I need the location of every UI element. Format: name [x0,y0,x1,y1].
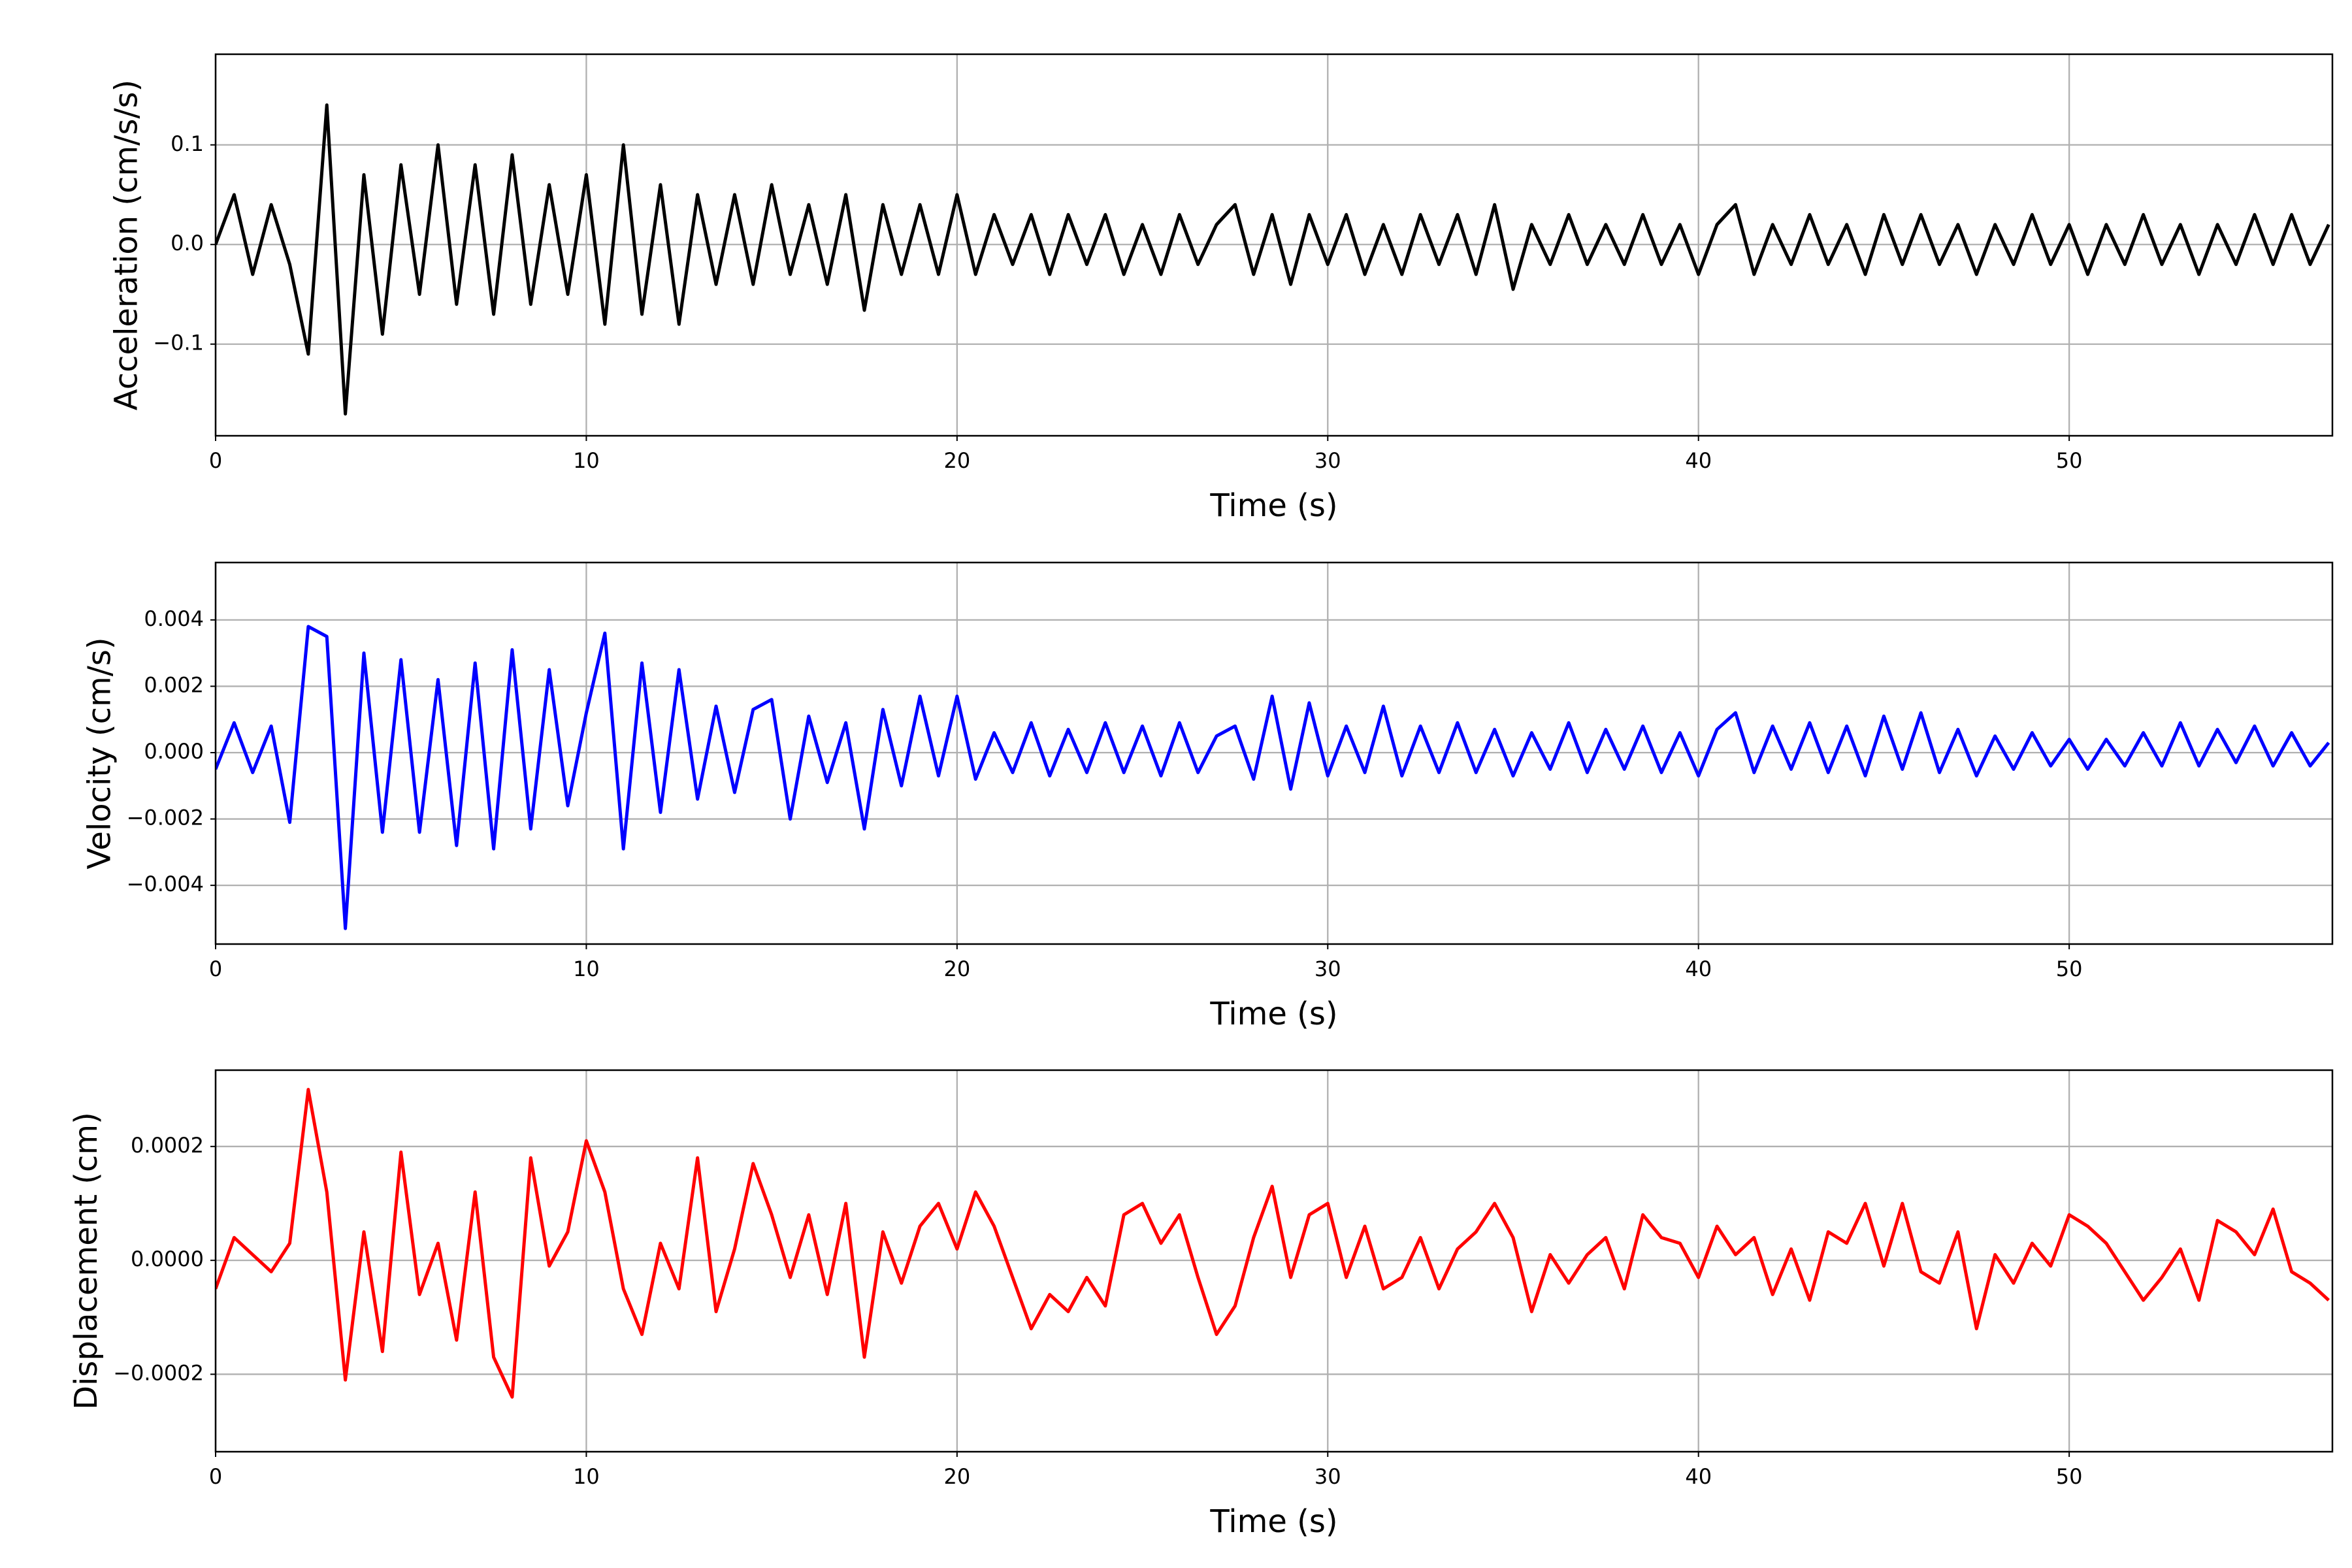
x-axis-label: Time (s) [1209,1503,1337,1540]
x-tick-label: 40 [1685,448,1712,473]
y-tick-label: −0.004 [127,872,204,896]
line-series [216,625,2330,930]
y-axis-label: Displacement (cm) [68,1112,105,1410]
subplot: 0 10 20 30 40 50 −0.004 −0.002 0.000 0.002 0.004 Ti… [82,561,2334,1032]
axes-frame [214,561,2334,945]
axes-frame [214,1069,2334,1453]
x-tick-label: 20 [943,956,970,981]
y-tick-label: 0.0002 [131,1133,204,1158]
y-tick-label: 0.004 [144,606,204,631]
x-tick-label: 30 [1315,956,1341,981]
line-series [216,1088,2330,1399]
y-tick-label: −0.1 [153,331,204,355]
x-tick-label: 0 [209,448,222,473]
x-tick-label: 0 [209,1464,222,1489]
axes-frame [214,53,2334,437]
line-series [216,103,2330,416]
y-tick-label: −0.0002 [113,1360,204,1385]
y-tick-label: 0.002 [144,672,204,697]
x-axis-label: Time (s) [1209,996,1337,1032]
x-tick-label: 0 [209,956,222,981]
subplot: 0 10 20 30 40 50 −0.1 0.0 0.1 Time (s) Acceleratio… [108,53,2334,524]
subplot: 0 10 20 30 40 50 −0.0002 0.0000 0.0002 Time (s) Di… [68,1069,2334,1540]
y-tick-label: −0.002 [127,806,204,830]
y-tick-label: 0.0000 [131,1247,204,1271]
y-tick-label: 0.1 [171,131,204,156]
x-tick-label: 50 [2056,448,2083,473]
x-tick-label: 10 [573,448,600,473]
x-tick-label: 40 [1685,956,1712,981]
y-axis-label: Acceleration (cm/s/s) [108,80,144,410]
x-tick-label: 20 [943,1464,970,1489]
x-tick-label: 20 [943,448,970,473]
x-tick-label: 50 [2056,1464,2083,1489]
y-axis-label: Velocity (cm/s) [82,637,118,869]
y-tick-label: 0.000 [144,739,204,764]
x-tick-label: 50 [2056,956,2083,981]
x-tick-label: 30 [1315,448,1341,473]
x-axis-label: Time (s) [1209,487,1337,524]
x-tick-label: 30 [1315,1464,1341,1489]
x-tick-label: 40 [1685,1464,1712,1489]
x-tick-label: 10 [573,1464,600,1489]
y-tick-label: 0.0 [171,231,204,255]
x-tick-label: 10 [573,956,600,981]
